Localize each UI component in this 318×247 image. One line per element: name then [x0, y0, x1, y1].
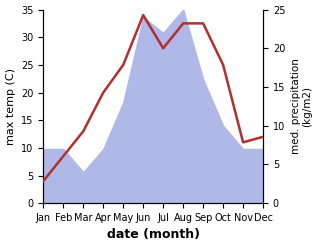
- X-axis label: date (month): date (month): [107, 228, 200, 242]
- Y-axis label: med. precipitation
(kg/m2): med. precipitation (kg/m2): [291, 59, 313, 154]
- Y-axis label: max temp (C): max temp (C): [5, 68, 16, 145]
